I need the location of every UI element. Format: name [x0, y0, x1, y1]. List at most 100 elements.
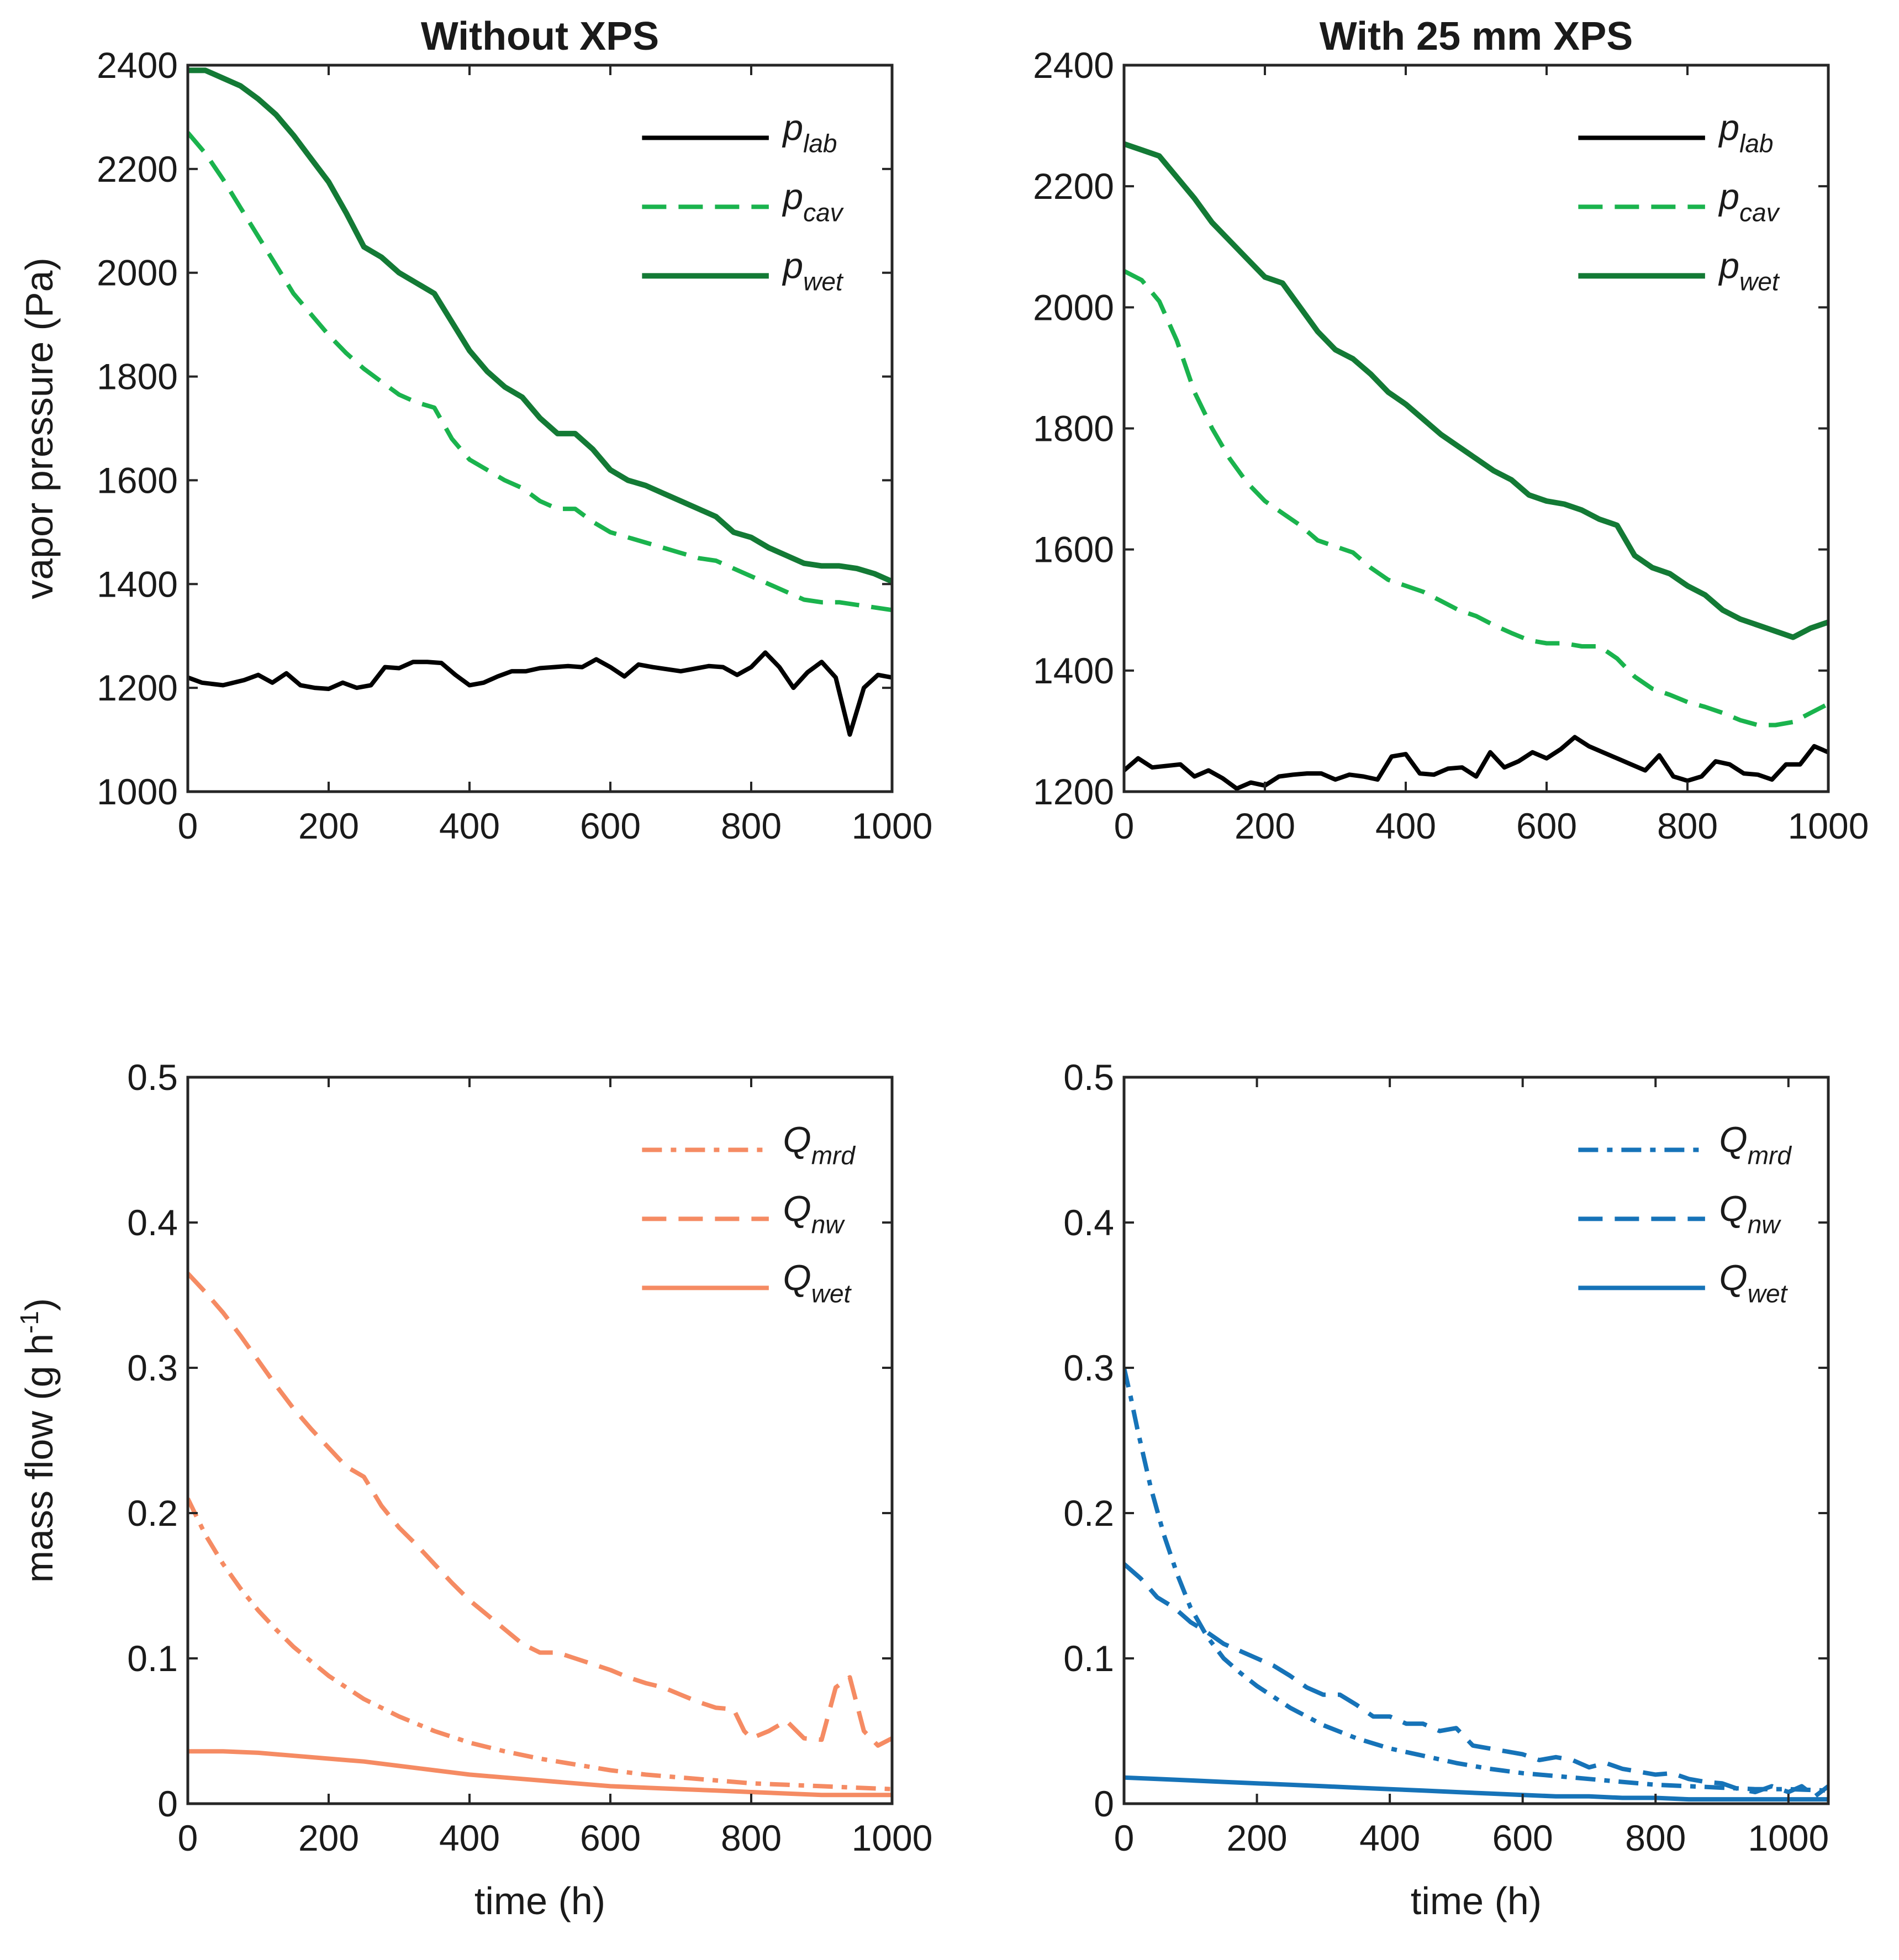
chart-0-ytick-label-5: 2000: [97, 252, 178, 293]
chart-3-ytick-label-5: 0.5: [1063, 1057, 1114, 1098]
chart-0: 0 200 400 600 800 1000 1000 1200 1400 1600 1800 200…: [18, 14, 932, 846]
chart-0-xtick-label-0: 0: [178, 805, 198, 846]
chart-2-ylabel: mass flow (g h-1): [15, 1298, 61, 1583]
chart-1-series-cav-line: [1124, 269, 1828, 728]
chart-3-legend-label-wet-sub: wet: [1748, 1279, 1789, 1308]
chart-3-legend-label-mrd: Qmrd: [1719, 1119, 1792, 1170]
chart-2-axes-box: [186, 1076, 894, 1805]
chart-1-legend-label-lab: plab: [1718, 107, 1773, 158]
chart-3-ytick-label-0: 0: [1094, 1783, 1114, 1824]
chart-3-xtick-label-3: 600: [1492, 1817, 1553, 1858]
chart-2-ytick-label-2: 0.2: [127, 1493, 178, 1534]
chart-3-xtick-label-0: 0: [1114, 1817, 1135, 1858]
chart-2-series-nw-line: [188, 1272, 892, 1748]
chart-1-xtick-label-1: 200: [1235, 805, 1295, 846]
chart-2-ylabel-sup: -1: [15, 1311, 44, 1334]
chart-3-legend-label-nw-sub: nw: [1748, 1210, 1782, 1239]
chart-0-legend-label-cav-sub: cav: [803, 198, 845, 226]
chart-2: 0 200 400 600 800 1000 0 0.1 0.2 0.3 0.4 0.5 time (h…: [15, 1057, 932, 1922]
chart-2-ylabel-main: mass flow (g h: [18, 1334, 61, 1583]
chart-3-legend-label-wet-main: Q: [1719, 1257, 1747, 1298]
chart-1-legend-label-cav-sub: cav: [1739, 198, 1781, 226]
chart-1-legend-label-cav: pcav: [1718, 176, 1780, 226]
chart-2-legend-label-wet-sub: wet: [811, 1279, 852, 1308]
chart-2-ytick-label-1: 0.1: [127, 1638, 178, 1679]
chart-2-legend-label-wet: Qwet: [783, 1257, 852, 1308]
chart-1-ytick-label-2: 1600: [1033, 529, 1114, 570]
chart-3-ytick-label-2: 0.2: [1063, 1493, 1114, 1534]
chart-0-ytick-label-4: 1800: [97, 356, 178, 397]
chart-3-legend-label-nw: Qnw: [1719, 1188, 1781, 1239]
chart-1-legend-label-lab-main: p: [1718, 107, 1739, 148]
chart-0-series-cav-line: [188, 131, 892, 613]
chart-1-series-lab-line: [1124, 735, 1828, 791]
chart-0-series-wet-line: [188, 67, 892, 584]
chart-2-ytick-label-0: 0: [157, 1783, 178, 1824]
chart-3-xtick-label-4: 800: [1625, 1817, 1686, 1858]
chart-3-ytick-label-1: 0.1: [1063, 1638, 1114, 1679]
chart-2-xtick-label-0: 0: [178, 1817, 198, 1858]
chart-1-ytick-label-6: 2400: [1033, 45, 1114, 86]
chart-0-xtick-label-5: 1000: [852, 805, 933, 846]
chart-0-legend-label-cav-main: p: [782, 176, 803, 217]
chart-3-axes-box: [1122, 1076, 1830, 1805]
chart-1-ytick-label-3: 1800: [1033, 408, 1114, 449]
chart-2-legend-label-wet-main: Q: [783, 1257, 811, 1298]
chart-1-ytick-label-5: 2200: [1033, 166, 1114, 207]
chart-0-axes-box: [186, 64, 894, 793]
chart-0-xtick-label-1: 200: [298, 805, 359, 846]
chart-3-legend-label-wet: Qwet: [1719, 1257, 1788, 1308]
chart-0-ylabel: vapor pressure (Pa): [18, 257, 61, 599]
chart-1-title: With 25 mm XPS: [1320, 14, 1633, 59]
chart-1-xtick-label-3: 600: [1516, 805, 1577, 846]
chart-1-ytick-label-4: 2000: [1033, 287, 1114, 328]
chart-1-legend-label-wet-main: p: [1718, 245, 1739, 286]
chart-0-legend-label-lab: plab: [782, 107, 837, 158]
chart-0-xtick-label-4: 800: [721, 805, 782, 846]
chart-3: 0 200 400 600 800 1000 0 0.1 0.2 0.3 0.4 0.5 time (h…: [1063, 1057, 1830, 1922]
chart-3-series-wet-line: [1124, 1775, 1828, 1802]
chart-3-series-mrd-line: [1124, 1367, 1828, 1793]
chart-2-ytick-label-4: 0.4: [127, 1202, 178, 1243]
chart-0-legend-label-lab-sub: lab: [803, 129, 837, 158]
chart-2-xlabel: time (h): [474, 1879, 605, 1922]
chart-1: 0 200 400 600 800 1000 1200 1400 1600 1800 2000 220…: [1033, 14, 1869, 846]
chart-3-xtick-label-2: 400: [1359, 1817, 1420, 1858]
chart-2-legend-label-nw: Qnw: [783, 1188, 845, 1239]
chart-2-ytick-label-5: 0.5: [127, 1057, 178, 1098]
chart-2-xtick-label-2: 400: [439, 1817, 500, 1858]
chart-0-ytick-label-0: 1000: [97, 771, 178, 812]
chart-3-ytick-label-4: 0.4: [1063, 1202, 1114, 1243]
chart-0-legend-label-cav: pcav: [782, 176, 844, 226]
chart-3-legend-label-mrd-sub: mrd: [1748, 1141, 1792, 1170]
chart-1-xtick-label-4: 800: [1657, 805, 1718, 846]
chart-2-legend-label-mrd-main: Q: [783, 1119, 811, 1160]
chart-0-legend-label-lab-main: p: [782, 107, 803, 148]
chart-3-legend-label-nw-main: Q: [1719, 1188, 1747, 1229]
chart-1-axes-box: [1122, 64, 1830, 793]
chart-0-legend-label-wet-sub: wet: [803, 267, 844, 296]
chart-2-xtick-label-4: 800: [721, 1817, 782, 1858]
chart-3-ytick-label-3: 0.3: [1063, 1347, 1114, 1388]
chart-0-legend-label-wet: pwet: [782, 245, 844, 296]
chart-0-ytick-label-1: 1200: [97, 667, 178, 708]
chart-0-ytick-label-2: 1400: [97, 563, 178, 604]
chart-2-series-mrd-line: [188, 1497, 892, 1792]
chart-2-ylabel-end: ): [18, 1298, 61, 1311]
chart-3-legend-label-mrd-main: Q: [1719, 1119, 1747, 1160]
chart-2-legend-label-nw-main: Q: [783, 1188, 811, 1229]
chart-3-xtick-label-5: 1000: [1748, 1817, 1829, 1858]
chart-0-ytick-label-7: 2400: [97, 45, 178, 86]
chart-2-legend-label-nw-sub: nw: [811, 1210, 846, 1239]
chart-2-legend-label-mrd-sub: mrd: [811, 1141, 856, 1170]
chart-2-xtick-label-5: 1000: [852, 1817, 933, 1858]
chart-2-legend-label-mrd: Qmrd: [783, 1119, 856, 1170]
chart-1-legend-label-cav-main: p: [1718, 176, 1739, 217]
chart-1-legend-label-wet: pwet: [1718, 245, 1780, 296]
chart-0-xtick-label-2: 400: [439, 805, 500, 846]
